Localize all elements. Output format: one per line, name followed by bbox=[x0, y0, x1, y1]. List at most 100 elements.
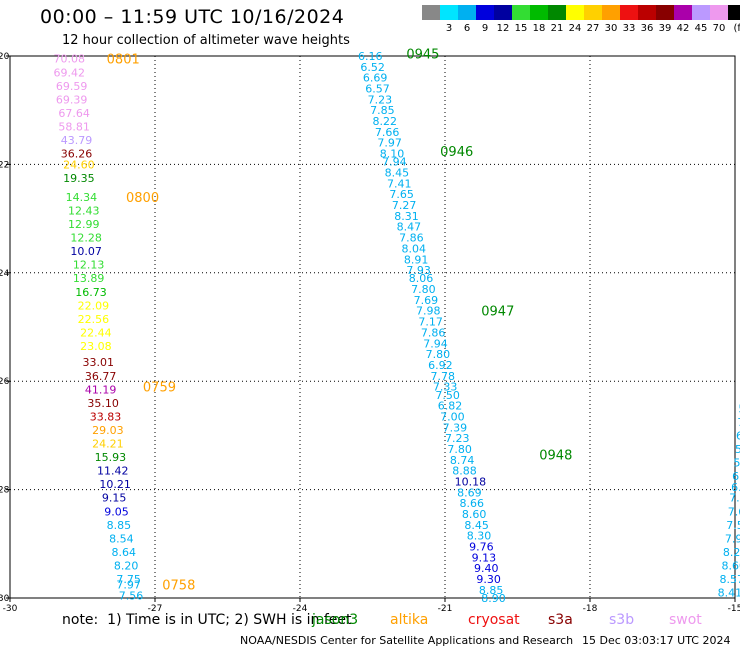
colorbar-swatch bbox=[656, 5, 674, 20]
wave-height-label: 7.80 bbox=[411, 283, 436, 296]
wave-height-label: 8.60 bbox=[462, 508, 487, 521]
satellite-altika: altika bbox=[390, 612, 429, 628]
wave-height-label: 8.64 bbox=[112, 546, 137, 559]
colorbar-swatch bbox=[638, 5, 656, 20]
wave-height-label: 7.85 bbox=[370, 104, 395, 117]
wave-height-label: 6.69 bbox=[363, 72, 388, 85]
wave-height-label: 58.81 bbox=[58, 120, 89, 133]
wave-height-label: 7.67 bbox=[729, 492, 740, 505]
wave-height-label: 9.40 bbox=[474, 562, 499, 575]
wave-height-label: 8.06 bbox=[409, 272, 434, 285]
footer-note: note: 1) Time is in UTC; 2) SWH is in fe… bbox=[62, 612, 352, 628]
wave-height-label: 7.94 bbox=[382, 156, 407, 169]
wave-height-label: 13.89 bbox=[73, 272, 105, 285]
wave-height-label: 7.69 bbox=[414, 294, 439, 307]
wave-height-label: 22.56 bbox=[78, 313, 110, 326]
wave-height-label: 8.88 bbox=[452, 465, 477, 478]
wave-height-label: 8.30 bbox=[467, 530, 492, 543]
x-tick-label: -18 bbox=[583, 604, 598, 612]
wave-height-label: 15.93 bbox=[95, 451, 127, 464]
wave-height-label: 19.35 bbox=[63, 172, 95, 185]
generation-timestamp: 15 Dec 03:03:17 UTC 2024 bbox=[582, 634, 731, 647]
wave-height-label: 5.90 bbox=[734, 457, 740, 470]
colorbar-label: 24 bbox=[568, 23, 582, 34]
wave-height-label: 41.19 bbox=[85, 383, 117, 396]
pass-time-label: 0947 bbox=[481, 305, 514, 320]
colorbar-swatch bbox=[728, 5, 740, 20]
pass-time-label: 0759 bbox=[143, 381, 176, 396]
y-tick-label: -28 bbox=[0, 486, 10, 496]
wave-height-label: 24.60 bbox=[63, 158, 95, 171]
wave-height-map: -30 -27 -24 -21 -18 -15 -20 -22 -24 -26 -28 -30 70.0… bbox=[0, 47, 740, 612]
wave-height-label: 9.15 bbox=[102, 492, 127, 505]
colorbar-label: 45 bbox=[694, 23, 708, 34]
wave-height-label: 8.04 bbox=[402, 242, 427, 255]
wave-height-label: 8.90 bbox=[481, 592, 506, 605]
wave-height-label: 7.93 bbox=[406, 264, 431, 277]
wave-height-label: 69.59 bbox=[56, 80, 88, 93]
wave-height-label: 8.22 bbox=[373, 115, 398, 128]
wave-height-label: 33.01 bbox=[83, 356, 115, 369]
wave-height-label: 8.57 bbox=[720, 573, 740, 586]
wave-height-label: 8.25 bbox=[723, 546, 740, 559]
wave-height-label: 7.86 bbox=[399, 232, 424, 245]
wave-height-label: 23.08 bbox=[80, 340, 112, 353]
satellite-swot: swot bbox=[669, 612, 702, 628]
colorbar-label: 39 bbox=[658, 23, 672, 34]
wave-height-label: 24.21 bbox=[92, 438, 124, 451]
wave-height-label: 6.08 bbox=[732, 470, 740, 483]
wave-height-label: 7.80 bbox=[447, 443, 472, 456]
wave-height-label: 6.92 bbox=[428, 359, 453, 372]
wave-height-label: 7.27 bbox=[392, 199, 417, 212]
wave-height-label: 12.99 bbox=[68, 218, 100, 231]
colorbar-swatch bbox=[494, 5, 512, 20]
pass-time-label: 0758 bbox=[162, 578, 195, 593]
colorbar-swatch bbox=[620, 5, 638, 20]
wave-height-label: 8.85 bbox=[107, 519, 131, 532]
map-frame bbox=[9, 55, 736, 599]
y-tick-label: -24 bbox=[0, 269, 10, 279]
wave-height-label: 7.80 bbox=[426, 348, 451, 361]
pass-time-label: 0946 bbox=[440, 145, 473, 160]
x-tick-label: -15 bbox=[728, 604, 740, 612]
wave-height-label: 10.21 bbox=[99, 478, 130, 491]
x-tick-label: -24 bbox=[293, 604, 308, 612]
wave-height-label: 33.83 bbox=[90, 410, 122, 423]
wave-height-label: 8.74 bbox=[450, 454, 475, 467]
wave-height-label: 7.00 bbox=[440, 410, 465, 423]
colorbar-label: 42 bbox=[676, 23, 690, 34]
wave-height-label: 8.20 bbox=[114, 559, 138, 572]
colorbar-swatch bbox=[422, 5, 440, 20]
wave-height-label: 10.18 bbox=[455, 475, 487, 488]
colorbar-label: 36 bbox=[640, 23, 654, 34]
satellite-jason3: jason3 bbox=[312, 612, 359, 628]
wave-height-label: 36.77 bbox=[85, 370, 117, 383]
wave-height-label: 9.13 bbox=[472, 551, 497, 564]
colorbar-swatch bbox=[710, 5, 728, 20]
colorbar-swatch bbox=[566, 5, 584, 20]
pass-time-label: 0800 bbox=[126, 191, 159, 206]
wave-height-label: 7.17 bbox=[418, 316, 443, 329]
wave-height-label: 7.39 bbox=[443, 421, 468, 434]
colorbar-label: 70 bbox=[712, 23, 726, 34]
colorbar-swatch bbox=[440, 5, 458, 20]
wave-height-label: 8.66 bbox=[460, 497, 485, 510]
wave-height-label: 7.23 bbox=[368, 93, 393, 106]
wave-height-label: 7.41 bbox=[387, 177, 412, 190]
wave-height-label: 12.13 bbox=[73, 259, 105, 272]
x-tick-label: -21 bbox=[438, 604, 453, 612]
wave-height-label: 7.94 bbox=[423, 337, 448, 350]
wave-height-label: 8.85 bbox=[479, 584, 504, 597]
wave-height-label: 8.60 bbox=[721, 559, 740, 572]
wave-height-label: 16.73 bbox=[75, 286, 107, 299]
colorbar-swatch bbox=[674, 5, 692, 20]
wave-height-label: 6.24 bbox=[736, 429, 740, 442]
wave-height-label: 7.33 bbox=[433, 381, 458, 394]
colorbar-label: 27 bbox=[586, 23, 600, 34]
wave-height-label: 8.91 bbox=[404, 253, 429, 266]
wave-height-label: 9.30 bbox=[476, 573, 501, 586]
wave-height-label: 8.69 bbox=[457, 486, 482, 499]
wave-height-label: 7.66 bbox=[375, 126, 400, 139]
wave-height-label: 12.43 bbox=[68, 204, 100, 217]
wave-height-label: 6.82 bbox=[438, 400, 463, 413]
